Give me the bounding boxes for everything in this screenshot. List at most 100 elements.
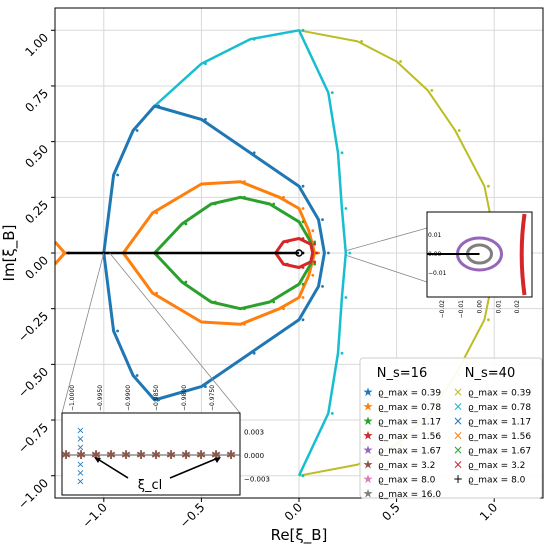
data-point	[252, 351, 256, 355]
data-point	[301, 237, 305, 240]
cluster-star: ✱	[211, 448, 221, 462]
y-tick-label: −0.75	[15, 420, 51, 456]
legend-marker-star: ★	[363, 487, 374, 501]
y-tick-label: 0.25	[22, 198, 51, 227]
cluster-x: ×	[76, 477, 84, 488]
inset-x-tick-label: 0.02	[514, 300, 521, 314]
series-line	[102, 104, 326, 402]
legend-marker: +	[453, 472, 463, 486]
data-point	[301, 296, 305, 299]
x-tick-label: −1.0	[79, 500, 110, 531]
legend-marker-star: ★	[363, 400, 374, 414]
cluster-x: ×	[76, 442, 84, 453]
data-point	[330, 91, 334, 94]
data-point	[243, 322, 246, 326]
inset-y-tick-label: 0.000	[244, 452, 264, 460]
y-tick-label: 0.75	[22, 86, 51, 115]
legend-marker: ×	[453, 385, 463, 399]
data-point	[301, 474, 305, 478]
legend-label: ϱ_max = 1.17	[378, 418, 441, 428]
data-point	[311, 229, 315, 233]
inset-x-tick-label: −0.9950	[97, 385, 104, 411]
data-point	[204, 118, 207, 121]
data-point	[430, 89, 434, 92]
data-point	[340, 151, 344, 155]
legend-marker: ×	[453, 443, 463, 457]
annotation-arrowhead	[214, 457, 221, 463]
data-point	[301, 28, 305, 32]
data-point	[155, 211, 159, 215]
data-point	[286, 262, 289, 266]
legend-label: ϱ_max = 0.39	[378, 389, 441, 399]
data-point	[252, 37, 256, 41]
y-tick-label: 0.50	[22, 142, 51, 171]
data-point	[243, 195, 246, 199]
connector-line	[345, 254, 428, 283]
inset-x-tick-label: −0.9800	[181, 385, 188, 411]
legend-label: ϱ_max = 1.67	[468, 447, 531, 457]
data-point	[243, 180, 246, 184]
inset-x-tick-label: −1.0000	[69, 385, 76, 411]
data-point	[184, 222, 188, 226]
inset-x-tick-label: −0.9750	[209, 385, 216, 411]
inset-connectors	[61, 227, 428, 414]
cluster-star: ✱	[121, 448, 131, 462]
legend-label: ϱ_max = 1.56	[468, 432, 531, 442]
annotation-arrowhead	[94, 457, 101, 463]
data-point	[348, 251, 352, 255]
data-point	[243, 307, 246, 311]
data-point	[340, 351, 344, 355]
data-point	[184, 280, 188, 284]
data-point	[135, 374, 139, 377]
legend-marker: ×	[453, 414, 463, 428]
legend-label: ϱ_max = 1.67	[378, 447, 441, 457]
data-point	[272, 202, 276, 206]
legend-marker-star: ★	[363, 443, 374, 457]
data-point	[301, 266, 305, 269]
xi-cl-annotation: ξ_cl	[138, 478, 163, 493]
cluster-star: ✱	[76, 448, 86, 462]
data-point	[157, 104, 161, 108]
cluster-x: ×	[76, 434, 84, 445]
legend-marker-star: ★	[363, 458, 374, 472]
cluster-star: ✱	[91, 448, 101, 462]
legend-marker-star: ★	[363, 429, 374, 443]
data-point	[487, 184, 490, 188]
data-point	[330, 412, 334, 415]
data-point	[67, 251, 71, 255]
inset-arc	[519, 213, 527, 296]
x-axis-label: Re[ξ_B]	[271, 526, 328, 545]
data-point	[313, 262, 317, 266]
y-tick-label: −1.00	[15, 476, 51, 512]
series-line	[153, 29, 348, 477]
data-point	[252, 151, 256, 155]
data-point	[204, 385, 207, 388]
data-point	[282, 307, 285, 311]
inset-y-tick-label: 0.00	[428, 251, 442, 258]
inset-left: ✱ ✱ ✱ ✱ ✱ ✱ ✱ ✱ ✱ ✱ ✱ ✱×××××× 0.0030.000−0.003−1.00…	[61, 385, 270, 496]
legend-marker: ×	[453, 400, 463, 414]
y-tick-label: 0.00	[22, 253, 51, 282]
x-tick-label: 1.0	[477, 500, 500, 523]
inset-x-tick-label: −0.9850	[153, 385, 160, 411]
data-point	[155, 291, 159, 295]
y-tick-label: −0.50	[15, 365, 51, 401]
series-line	[121, 180, 317, 326]
legend-label: ϱ_max = 1.17	[468, 418, 531, 428]
inset-x-tick-label: 0.00	[477, 300, 484, 314]
data-point	[344, 207, 348, 210]
data-point	[313, 260, 317, 264]
inset-x-tick-label: 0.01	[495, 300, 502, 314]
cluster-x: ×	[76, 460, 84, 471]
annotation-arrow	[169, 457, 219, 479]
data-point	[327, 251, 330, 255]
legend-label: ϱ_max = 0.39	[468, 389, 531, 399]
data-point	[286, 240, 289, 244]
data-point	[204, 320, 207, 324]
legend: N_s=16 N_s=40 ★ ϱ_max = 0.39 ★ ϱ_max = 0.78 ★ ϱ…	[359, 357, 543, 501]
connector-line	[345, 227, 428, 252]
data-point	[135, 129, 139, 132]
legend-marker: ×	[453, 458, 463, 472]
data-point	[487, 318, 490, 322]
